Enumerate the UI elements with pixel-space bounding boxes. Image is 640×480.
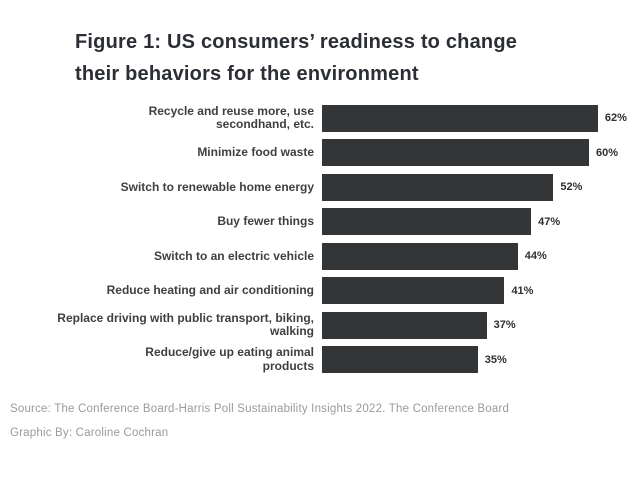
bar-track: 60% [322,136,640,171]
bar-value-label: 52% [560,181,583,194]
bar [322,277,505,305]
figure-title-line2: their behaviors for the environment [75,63,419,85]
bar [322,346,478,374]
bar [322,242,518,270]
bar-value-label: 41% [511,284,534,297]
bar-category-label: Reduce/give up eating animal products [145,345,314,373]
bar-category-label: Switch to renewable home energy [120,179,314,194]
bar-category-label: Replace driving with public transport, b… [57,310,314,339]
bar-chart: Recycle and reuse more, use secondhand, … [0,101,640,377]
bar-track: 62% [322,101,640,136]
bar-category-label: Recycle and reuse more, use secondhand, … [148,103,314,132]
bar-row: Reduce heating and air conditioning 41% [0,274,640,309]
figure-title: Figure 1: US consumers’ readiness to cha… [75,26,595,90]
bar-row: Replace driving with public transport, b… [0,308,640,343]
bar-row: Switch to renewable home energy 52% [0,170,640,205]
credit-text: Graphic By: Caroline Cochran [10,427,169,439]
bar-value-label: 35% [484,353,507,366]
bar [322,139,589,167]
bar-category-label: Minimize food waste [197,145,314,159]
bar-category-label: Reduce heating and air conditioning [106,283,314,297]
bar-track: 44% [322,239,640,274]
figure-title-line1: Figure 1: US consumers’ readiness to cha… [75,31,518,53]
bar-value-label: 47% [538,215,561,228]
bar-value-label: 44% [524,250,547,263]
bar-value-label: 62% [604,112,627,125]
bar-row: Buy fewer things 47% [0,205,640,240]
bar [322,173,554,201]
bar [322,104,598,132]
source-text: Source: The Conference Board-Harris Poll… [10,403,510,415]
bar-row: Minimize food waste 60% [0,136,640,171]
bar [322,311,487,339]
bar-category-label: Switch to an electric vehicle [153,248,314,263]
bar-row: Switch to an electric vehicle 44% [0,239,640,274]
bar-value-label: 60% [596,146,619,159]
bar-track: 47% [322,205,640,240]
bar-row: Recycle and reuse more, use secondhand, … [0,101,640,136]
bar-category-label: Buy fewer things [217,214,314,228]
bar-row: Reduce/give up eating animal products 35% [0,343,640,378]
bar-value-label: 37% [493,319,516,332]
bar [322,208,532,236]
chart-footer: Source: The Conference Board-Harris Poll… [10,397,630,445]
bar-track: 41% [322,274,640,309]
bar-track: 35% [322,343,640,378]
bar-track: 37% [322,308,640,343]
bar-track: 52% [322,170,640,205]
